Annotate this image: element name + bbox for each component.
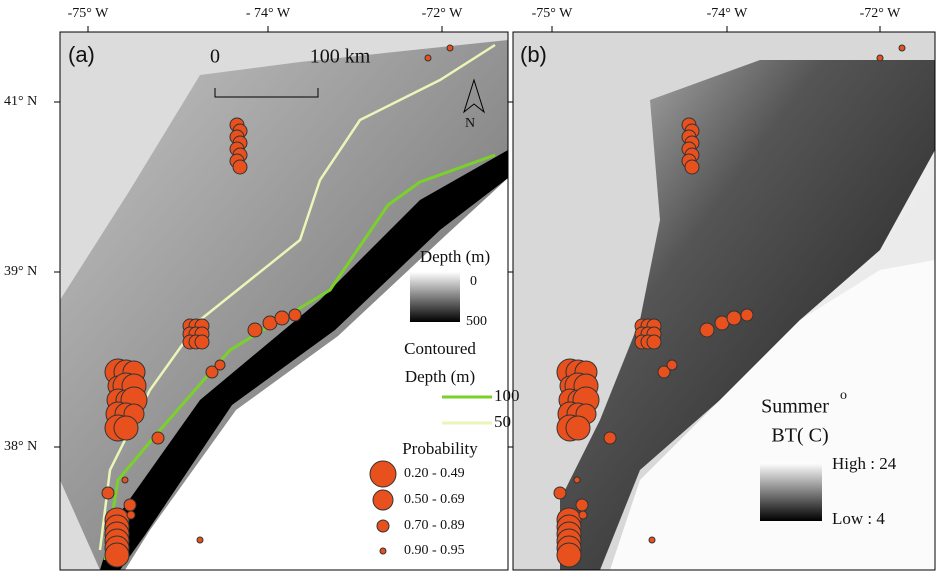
longitude-label: -75° W — [532, 6, 574, 21]
occurrence-symbol — [647, 335, 661, 349]
legend-label: 500 — [466, 314, 487, 329]
map-panel-b — [513, 32, 935, 570]
legend-title: Probability — [402, 439, 478, 458]
occurrence-symbol — [557, 543, 581, 567]
occurrence-symbol — [604, 432, 616, 444]
north-label: N — [465, 116, 475, 131]
figure: -75° W - 74° W -72° W -75° W -74° W -72°… — [0, 0, 941, 578]
legend-label: 0.20 - 0.49 — [404, 466, 465, 481]
legend-subtitle: BT( C) — [771, 425, 828, 447]
occurrence-symbol — [574, 477, 580, 483]
occurrence-symbol — [124, 499, 136, 511]
occurrence-symbol — [899, 45, 905, 51]
legend-label: 0.70 - 0.89 — [404, 518, 465, 533]
occurrence-symbol — [275, 311, 289, 325]
depth-gradient — [410, 272, 460, 322]
occurrence-symbol — [685, 160, 699, 174]
longitude-label: - 74° W — [246, 6, 291, 21]
legend-title: Depth (m) — [405, 367, 475, 386]
panel-label: (b) — [520, 42, 547, 67]
legend-title: Depth (m) — [420, 247, 490, 266]
occurrence-symbol — [122, 477, 128, 483]
legend-label: 100 — [494, 386, 520, 405]
longitude-label: -75° W — [68, 6, 110, 21]
occurrence-symbol — [700, 323, 714, 337]
occurrence-symbol — [579, 511, 587, 519]
occurrence-symbol — [554, 487, 566, 499]
occurrence-symbol — [576, 499, 588, 511]
longitude-label: -72° W — [860, 6, 902, 21]
legend-label: 0.50 - 0.69 — [404, 492, 465, 507]
occurrence-symbol — [727, 311, 741, 325]
occurrence-symbol — [877, 55, 883, 61]
occurrence-symbol — [248, 323, 262, 337]
occurrence-symbol — [425, 55, 431, 61]
longitude-label: -72° W — [422, 6, 464, 21]
occurrence-symbol — [215, 360, 225, 370]
legend-label: 0 — [470, 274, 477, 289]
scale-end: 100 km — [310, 46, 371, 68]
occurrence-symbol — [195, 335, 209, 349]
occurrence-symbol — [105, 543, 129, 567]
legend-label: Low : 4 — [832, 509, 885, 528]
legend-label: 50 — [494, 412, 511, 431]
occurrence-symbol — [667, 360, 677, 370]
latitude-label: 41° N — [4, 94, 37, 109]
legend-superscript: o — [840, 388, 847, 403]
occurrence-symbol — [197, 537, 203, 543]
latitude-label: 39° N — [4, 264, 37, 279]
occurrence-symbol — [114, 416, 138, 440]
legend-title: Summer — [761, 396, 829, 418]
occurrence-symbol — [152, 432, 164, 444]
occurrence-symbol — [566, 416, 590, 440]
occurrence-symbol — [289, 309, 301, 321]
occurrence-symbol — [102, 487, 114, 499]
scale-start: 0 — [210, 46, 220, 68]
temperature-gradient — [760, 463, 822, 521]
legend-label: 0.90 - 0.95 — [404, 543, 465, 558]
legend-label: High : 24 — [832, 454, 897, 473]
legend-title: Contoured — [404, 339, 476, 358]
occurrence-symbol — [127, 511, 135, 519]
occurrence-symbol — [447, 45, 453, 51]
occurrence-symbol — [233, 160, 247, 174]
occurrence-symbol — [649, 537, 655, 543]
occurrence-symbol — [741, 309, 753, 321]
latitude-label: 38° N — [4, 439, 37, 454]
panel-label: (a) — [68, 42, 95, 67]
longitude-label: -74° W — [707, 6, 749, 21]
